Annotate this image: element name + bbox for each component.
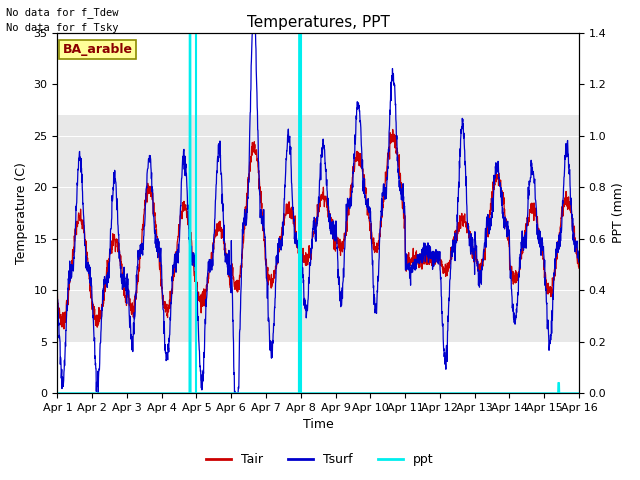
Text: No data for f_Tsky: No data for f_Tsky	[6, 22, 119, 33]
Text: No data for f_Tdew: No data for f_Tdew	[6, 7, 119, 18]
X-axis label: Time: Time	[303, 419, 333, 432]
Y-axis label: Temperature (C): Temperature (C)	[15, 162, 28, 264]
Text: BA_arable: BA_arable	[63, 43, 132, 56]
Bar	[58, 115, 579, 342]
Y-axis label: PPT (mm): PPT (mm)	[612, 182, 625, 243]
Legend: Tair, Tsurf, ppt: Tair, Tsurf, ppt	[202, 448, 438, 471]
Title: Temperatures, PPT: Temperatures, PPT	[247, 15, 390, 30]
